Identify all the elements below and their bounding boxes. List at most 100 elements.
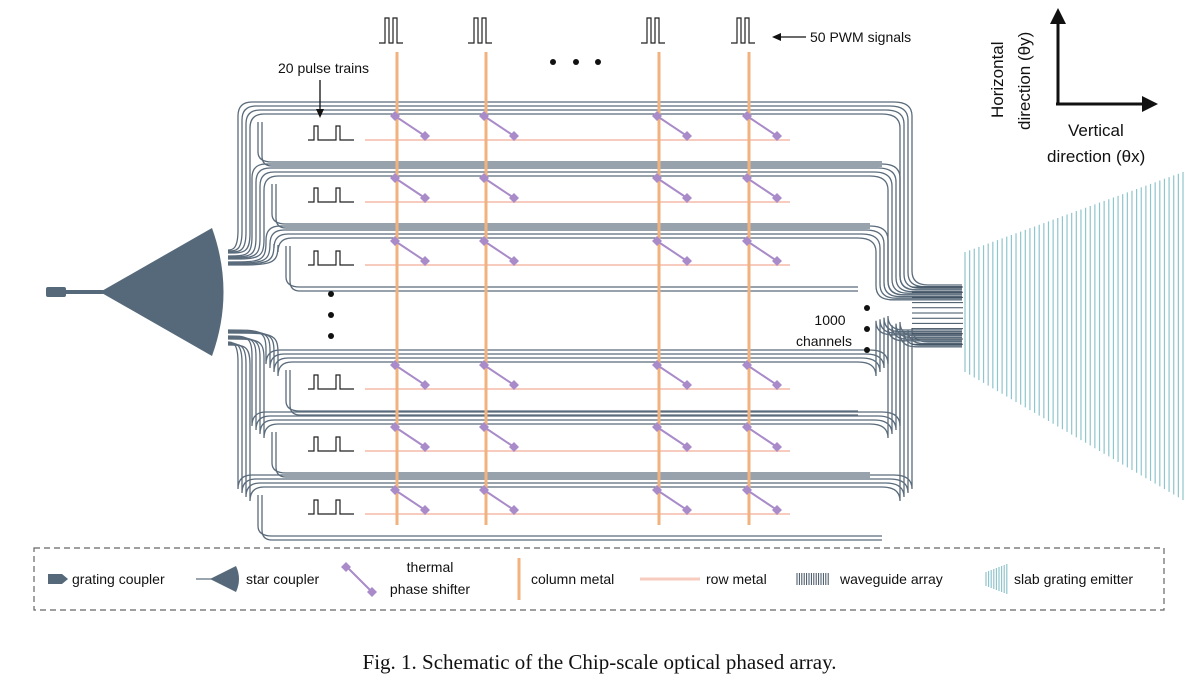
pwm-signal-icon — [731, 17, 755, 44]
legend: grating coupler star coupler thermal pha… — [33, 547, 1165, 611]
row-metal-lines — [365, 139, 790, 515]
figure-caption: Fig. 1. Schematic of the Chip-scale opti… — [362, 650, 837, 674]
waveguide-path — [227, 325, 962, 435]
grating-coupler-shape — [46, 287, 66, 297]
pulse-train-icon — [308, 250, 354, 266]
waveguide-path — [227, 319, 962, 373]
horizontal-direction-theta: direction (θy) — [1015, 32, 1034, 130]
waveguide-path — [227, 326, 962, 439]
pulse-train-icon — [308, 436, 354, 452]
thermal-phase-shifter — [479, 236, 519, 266]
waveguide-routing — [227, 101, 962, 541]
waveguide-path — [271, 184, 870, 225]
thermal-phase-shifter — [390, 236, 430, 266]
waveguide-path — [257, 495, 882, 537]
vertical-direction-label: Vertical — [1068, 121, 1124, 140]
legend-waveguide-array: waveguide array — [839, 571, 943, 587]
waveguide-path — [227, 317, 962, 369]
legend-phase-shifter-icon — [341, 562, 377, 597]
thermal-phase-shifter — [742, 422, 782, 452]
waveguide-path — [261, 495, 882, 541]
thermal-phase-shifter — [742, 236, 782, 266]
legend-border — [33, 547, 1165, 611]
horizontal-direction-label: Horizontal — [988, 41, 1007, 118]
waveguide-array — [912, 286, 963, 345]
legend-grating-coupler-icon — [48, 574, 68, 584]
thermal-phase-shifter — [742, 173, 782, 203]
pulse-train-icon — [308, 125, 354, 141]
pulse-train-symbols — [308, 125, 354, 515]
waveguide-path — [289, 370, 858, 416]
thermal-phase-shifter — [390, 422, 430, 452]
legend-slab-emitter-icon — [985, 564, 1008, 594]
waveguide-path — [227, 229, 962, 298]
star-coupler-shape — [100, 228, 224, 356]
thermal-phase-shifter — [652, 422, 692, 452]
waveguide-path — [227, 321, 962, 427]
pwm-label-group: 50 PWM signals — [772, 29, 911, 45]
slab-grating-emitter — [964, 172, 1184, 500]
thermal-phase-shifter — [652, 485, 692, 515]
waveguide-path — [227, 331, 962, 498]
thermal-phase-shifter — [479, 422, 519, 452]
legend-grating-coupler: grating coupler — [72, 571, 165, 587]
pwm-signal-icon — [641, 17, 665, 44]
waveguide-path — [227, 225, 962, 296]
legend-column-metal: column metal — [531, 571, 614, 587]
thermal-phase-shifter — [742, 360, 782, 390]
input-waveguide — [64, 290, 104, 294]
input-coupler — [46, 228, 224, 356]
waveguide-path — [285, 370, 858, 412]
pwm-signals-label: 50 PWM signals — [810, 29, 911, 45]
channels-label-group: 1000 channels — [796, 312, 852, 349]
waveguide-path — [227, 105, 962, 288]
thermal-phase-shifter — [652, 236, 692, 266]
channels-count: 1000 — [814, 312, 845, 328]
pwm-signal-symbols — [379, 17, 755, 44]
waveguide-path — [289, 246, 858, 292]
waveguide-path — [227, 167, 962, 293]
pulse-train-icon — [308, 187, 354, 203]
waveguide-path — [227, 101, 962, 286]
legend-slab-grating-emitter: slab grating emitter — [1014, 571, 1133, 587]
waveguide-path — [271, 432, 870, 474]
thermal-phase-shifter — [652, 173, 692, 203]
waveguide-path — [227, 320, 962, 377]
pulse-train-icon — [308, 374, 354, 390]
waveguide-path — [227, 175, 962, 296]
waveguide-path — [227, 323, 962, 431]
thermal-phase-shifter — [479, 360, 519, 390]
legend-phase-shifter: phase shifter — [390, 581, 470, 597]
thermal-phase-shifter — [390, 173, 430, 203]
channels-label: channels — [796, 333, 852, 349]
pulse-trains-label-group: 20 pulse trains — [278, 60, 369, 118]
waveguide-path — [275, 432, 870, 478]
pulse-trains-label: 20 pulse trains — [278, 60, 369, 76]
waveguide-path — [227, 163, 962, 291]
waveguide-path — [227, 171, 962, 294]
thermal-phase-shifter — [479, 173, 519, 203]
thermal-phase-shifter — [652, 360, 692, 390]
waveguide-path — [227, 237, 962, 301]
thermal-phase-shifter — [390, 485, 430, 515]
thermal-phase-shifter — [390, 111, 430, 141]
waveguide-path — [227, 233, 962, 299]
phase-shifters — [390, 111, 782, 515]
pwm-signal-icon — [379, 17, 403, 44]
waveguide-path — [227, 327, 962, 490]
thermal-phase-shifter — [652, 111, 692, 141]
legend-waveguide-array-icon — [796, 573, 829, 585]
waveguide-path — [261, 122, 882, 167]
waveguide-path — [227, 109, 962, 289]
thermal-phase-shifter — [742, 485, 782, 515]
waveguide-path — [275, 184, 870, 229]
legend-row-metal: row metal — [706, 571, 767, 587]
legend-star-coupler-icon — [210, 566, 239, 592]
vertical-direction-theta: direction (θx) — [1047, 147, 1145, 166]
ellipsis-dots — [328, 59, 870, 353]
direction-axes: Horizontal direction (θy) Vertical direc… — [988, 8, 1158, 166]
thermal-phase-shifter — [742, 111, 782, 141]
pulse-train-icon — [308, 499, 354, 515]
column-metal-lines — [395, 52, 751, 525]
